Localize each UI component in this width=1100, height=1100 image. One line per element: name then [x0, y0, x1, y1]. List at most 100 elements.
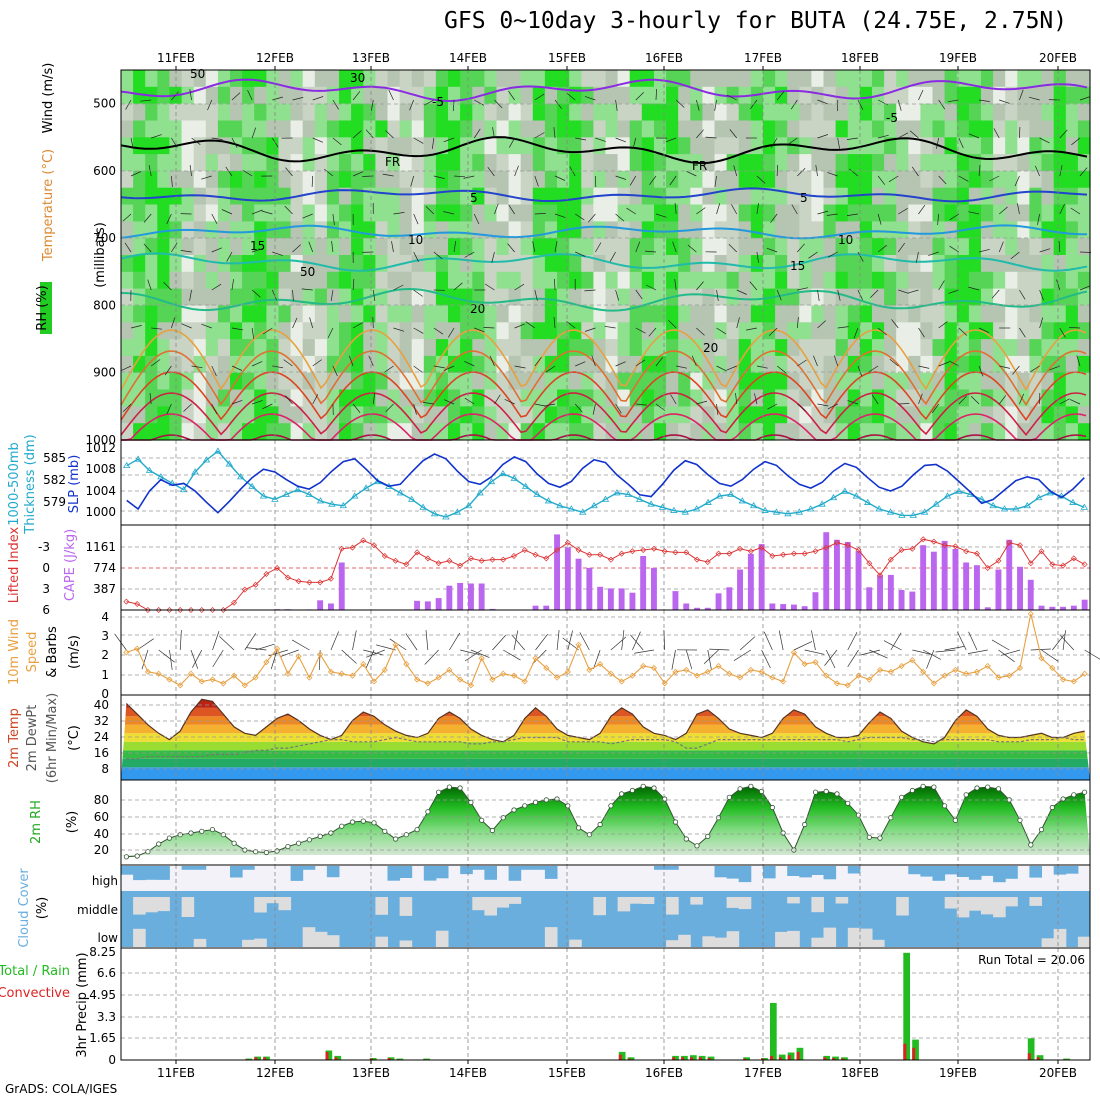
rh-cell — [278, 305, 292, 323]
rh-point — [705, 833, 711, 840]
wind-barb — [736, 317, 740, 329]
cloud-cell — [738, 866, 752, 883]
precip-convective-bar — [263, 1057, 267, 1060]
rh-point — [317, 833, 323, 840]
rh-cell — [1053, 255, 1067, 273]
rh-cell — [544, 154, 558, 172]
cloud-cell — [811, 897, 824, 913]
rh-cell — [1017, 238, 1030, 256]
rh-cell — [387, 103, 401, 121]
rh-cell — [217, 355, 231, 374]
wind-barb — [621, 630, 625, 651]
cloud-cell — [544, 866, 558, 879]
rh-cell — [654, 322, 667, 340]
cape-bar — [1006, 539, 1013, 610]
lifted-index-point — [747, 548, 754, 555]
date-label-bottom: 20FEB — [1039, 1066, 1077, 1080]
wind-speed-point — [360, 661, 367, 668]
cloud-cell — [145, 866, 158, 880]
rh-cell — [399, 137, 413, 155]
rh-cell — [569, 221, 582, 239]
thickness-point — [772, 508, 781, 515]
rh-cell — [750, 271, 764, 290]
rh-cell — [1077, 154, 1091, 172]
rh-cell — [484, 187, 498, 206]
wind-tick-label: 3 — [101, 629, 109, 643]
rh-cell — [387, 187, 401, 206]
lifted-index-point — [629, 548, 636, 555]
rh-cell — [133, 137, 146, 155]
rh-cell — [484, 406, 498, 424]
rh-cell — [569, 288, 582, 306]
rh-cell — [787, 238, 800, 256]
rh-cell — [314, 288, 328, 306]
wind-barb — [837, 137, 840, 149]
rh-cell — [787, 271, 800, 290]
rh-cell — [290, 204, 304, 222]
rh-cell — [872, 70, 885, 88]
cloud-cell — [617, 897, 631, 912]
wind-barb — [696, 281, 704, 291]
rh-cell — [654, 137, 667, 155]
wind-barb — [292, 317, 298, 329]
wind-barb — [870, 289, 879, 299]
rh-cell — [351, 372, 364, 391]
cape-bar — [597, 586, 604, 610]
rh-cell — [1029, 322, 1043, 340]
rh-cell — [157, 204, 170, 222]
rh-cell — [726, 238, 740, 256]
lifted-index-point — [134, 601, 141, 607]
cloud-cell — [375, 897, 388, 915]
rh-cell — [1017, 271, 1030, 290]
rh-cell — [399, 154, 413, 172]
rh-cell — [811, 170, 825, 189]
rh-cell — [290, 271, 304, 290]
cape-bar — [694, 607, 700, 610]
wind-barb — [898, 289, 909, 294]
wind-barb — [448, 327, 455, 338]
wind-barb — [534, 175, 539, 187]
rh-cell — [1041, 423, 1055, 441]
rh-cell — [654, 255, 667, 273]
rh-cell — [581, 103, 594, 121]
cape-bar — [866, 587, 873, 610]
rh-cell — [1053, 103, 1067, 121]
rh-cell — [532, 238, 546, 256]
rh-cell — [678, 271, 691, 290]
rh-cell — [763, 154, 776, 172]
cloud-cell — [993, 866, 1006, 883]
rh-cell — [544, 322, 558, 340]
rh-cell — [411, 70, 425, 88]
rh-cell — [205, 322, 219, 340]
wind-barb — [252, 361, 263, 367]
wind-barb — [422, 402, 434, 405]
rh-cell — [339, 322, 352, 340]
rh-cell — [399, 120, 413, 138]
wind-barb — [817, 289, 820, 301]
rh-cell — [775, 423, 788, 441]
rh-cell — [266, 120, 280, 138]
rh-point — [554, 796, 560, 802]
rh-cell — [181, 339, 195, 357]
rh-cell — [544, 187, 558, 206]
rh-cell — [133, 322, 146, 340]
rh-cell — [278, 187, 292, 206]
temperature-contour — [120, 287, 1088, 312]
rh-cell — [242, 86, 255, 105]
wind-speed-point — [640, 662, 647, 670]
rh-cell — [775, 221, 788, 239]
rh-cell — [375, 355, 389, 374]
rh-cell — [605, 204, 619, 222]
rh-cell — [205, 103, 219, 121]
wind-barb — [525, 321, 536, 329]
wind-barb — [1039, 248, 1051, 253]
wind-barb — [817, 99, 828, 105]
rh-cell — [896, 221, 909, 239]
rh-cell — [859, 339, 873, 357]
rh-cell — [1005, 406, 1018, 424]
wind-speed-point — [920, 668, 927, 675]
lifted-index-point — [586, 551, 593, 558]
rh-cell — [351, 86, 364, 105]
rh-cell — [908, 137, 921, 155]
rh-cell — [617, 137, 631, 155]
